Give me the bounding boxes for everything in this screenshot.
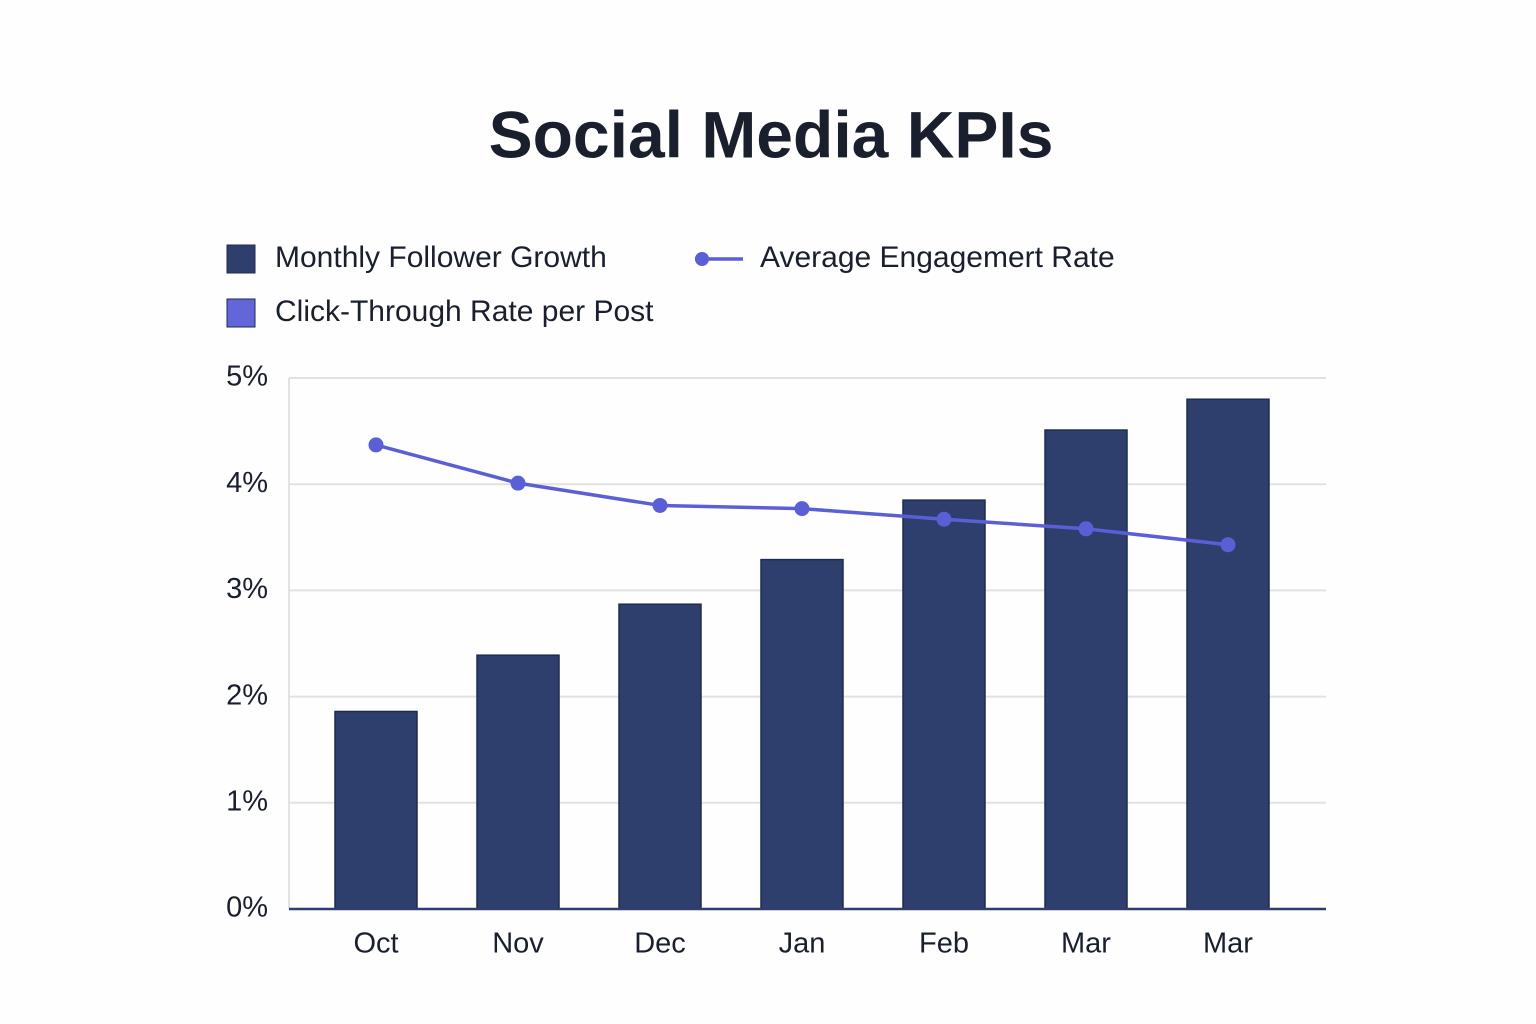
x-tick-label: Jan bbox=[779, 928, 826, 960]
y-tick-label: 2% bbox=[226, 679, 268, 711]
legend-label: Monthly Follower Growth bbox=[275, 241, 607, 274]
bar bbox=[1186, 398, 1270, 910]
x-tick-label: Dec bbox=[634, 928, 686, 960]
bar bbox=[334, 710, 418, 910]
line-marker bbox=[368, 437, 384, 453]
x-tick-label: Mar bbox=[1203, 928, 1253, 960]
bar bbox=[760, 558, 844, 910]
legend-label: Average Engagemert Rate bbox=[760, 241, 1115, 274]
legend-swatch-marker bbox=[695, 252, 709, 266]
x-tick-label: Nov bbox=[492, 928, 544, 960]
chart-title: Social Media KPIs bbox=[489, 97, 1054, 171]
x-tick-label: Feb bbox=[919, 928, 969, 960]
y-tick-label: 4% bbox=[226, 467, 268, 499]
y-tick-label: 1% bbox=[226, 785, 268, 817]
line-marker bbox=[652, 497, 668, 513]
bar bbox=[476, 654, 560, 910]
bar bbox=[902, 499, 986, 910]
legend-swatch bbox=[226, 298, 256, 328]
y-tick-label: 3% bbox=[226, 573, 268, 605]
y-tick-label: 0% bbox=[226, 892, 268, 924]
x-tick-label: Oct bbox=[353, 928, 398, 960]
bar bbox=[618, 603, 702, 910]
bar bbox=[1044, 429, 1128, 910]
line-marker bbox=[794, 501, 810, 517]
line-marker bbox=[1220, 537, 1236, 553]
legend-swatch bbox=[226, 244, 256, 274]
line-marker bbox=[1078, 521, 1094, 537]
x-tick-label: Mar bbox=[1061, 928, 1111, 960]
line-marker bbox=[510, 475, 526, 491]
line-marker bbox=[936, 511, 952, 527]
y-tick-label: 5% bbox=[226, 361, 268, 393]
legend-label: Click-Through Rate per Post bbox=[275, 295, 654, 328]
